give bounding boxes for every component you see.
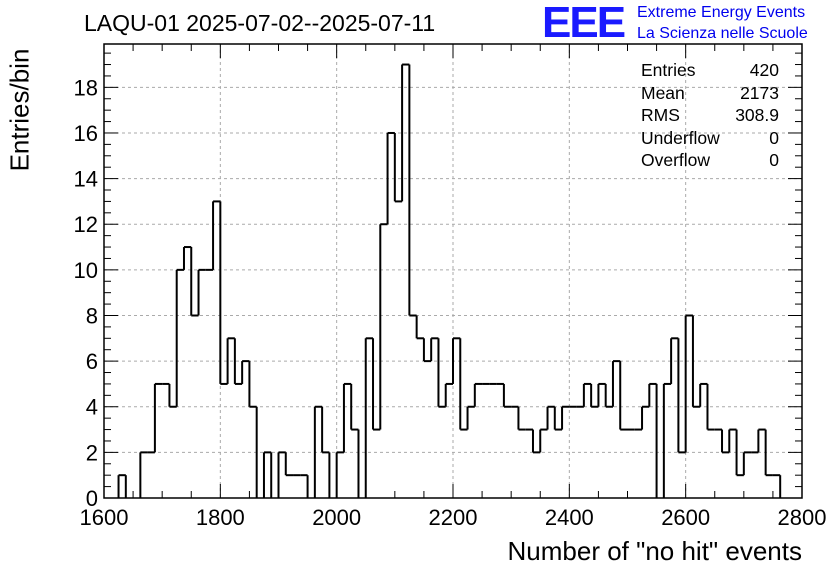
stat-label: Underflow [641, 127, 720, 148]
plot-frame [103, 43, 803, 499]
stat-row-overflow: Overflow 0 [641, 149, 779, 172]
y-tick-label: 6 [86, 349, 98, 374]
logo-line-2: La Scienza nelle Scuole [637, 25, 808, 42]
y-tick-label: 14 [74, 167, 98, 192]
y-tick-label: 2 [86, 440, 98, 465]
x-tick-label: 2600 [661, 505, 710, 530]
stat-value: 0 [769, 127, 779, 148]
x-tick-label: 1800 [196, 505, 245, 530]
chart-title: LAQU-01 2025-07-02--2025-07-11 [84, 10, 436, 36]
stat-label: Entries [641, 60, 696, 80]
stats-box: Entries 420 Mean 2173 RMS 308.9 Underflow 0 … [641, 59, 779, 172]
x-tick-label: 2800 [778, 505, 827, 530]
stat-value: 2173 [740, 82, 779, 103]
y-tick-label: 16 [74, 121, 98, 146]
y-axis-label: Entries/bin [4, 48, 35, 172]
stat-row-underflow: Underflow 0 [641, 127, 779, 150]
y-tick-label: 0 [86, 486, 98, 511]
x-tick-label: 2400 [545, 505, 594, 530]
stat-value: 0 [769, 150, 779, 171]
stat-value: 308.9 [735, 105, 779, 126]
stat-row-rms: RMS 308.9 [641, 104, 779, 127]
y-tick-label: 18 [74, 75, 98, 100]
stat-label: Overflow [641, 150, 711, 171]
x-tick-label: 2200 [429, 505, 478, 530]
stat-row-mean: Mean 2173 [641, 82, 779, 105]
y-tick-label: 12 [74, 212, 98, 237]
x-tick-label: 2000 [312, 505, 361, 530]
logo-line-1: Extreme Energy Events [637, 4, 806, 21]
x-axis-label: Number of "no hit" events [507, 536, 803, 566]
eee-logo: EEE [542, 0, 626, 47]
x-tick-label: 1600 [80, 505, 129, 530]
y-tick-label: 8 [86, 303, 98, 328]
stat-label: Mean [641, 82, 685, 103]
stat-row-entries: Entries 420 [641, 59, 779, 82]
stat-label: RMS [641, 105, 680, 126]
y-tick-label: 4 [86, 395, 98, 420]
stat-value: 420 [749, 60, 779, 80]
y-tick-label: 10 [74, 258, 98, 283]
